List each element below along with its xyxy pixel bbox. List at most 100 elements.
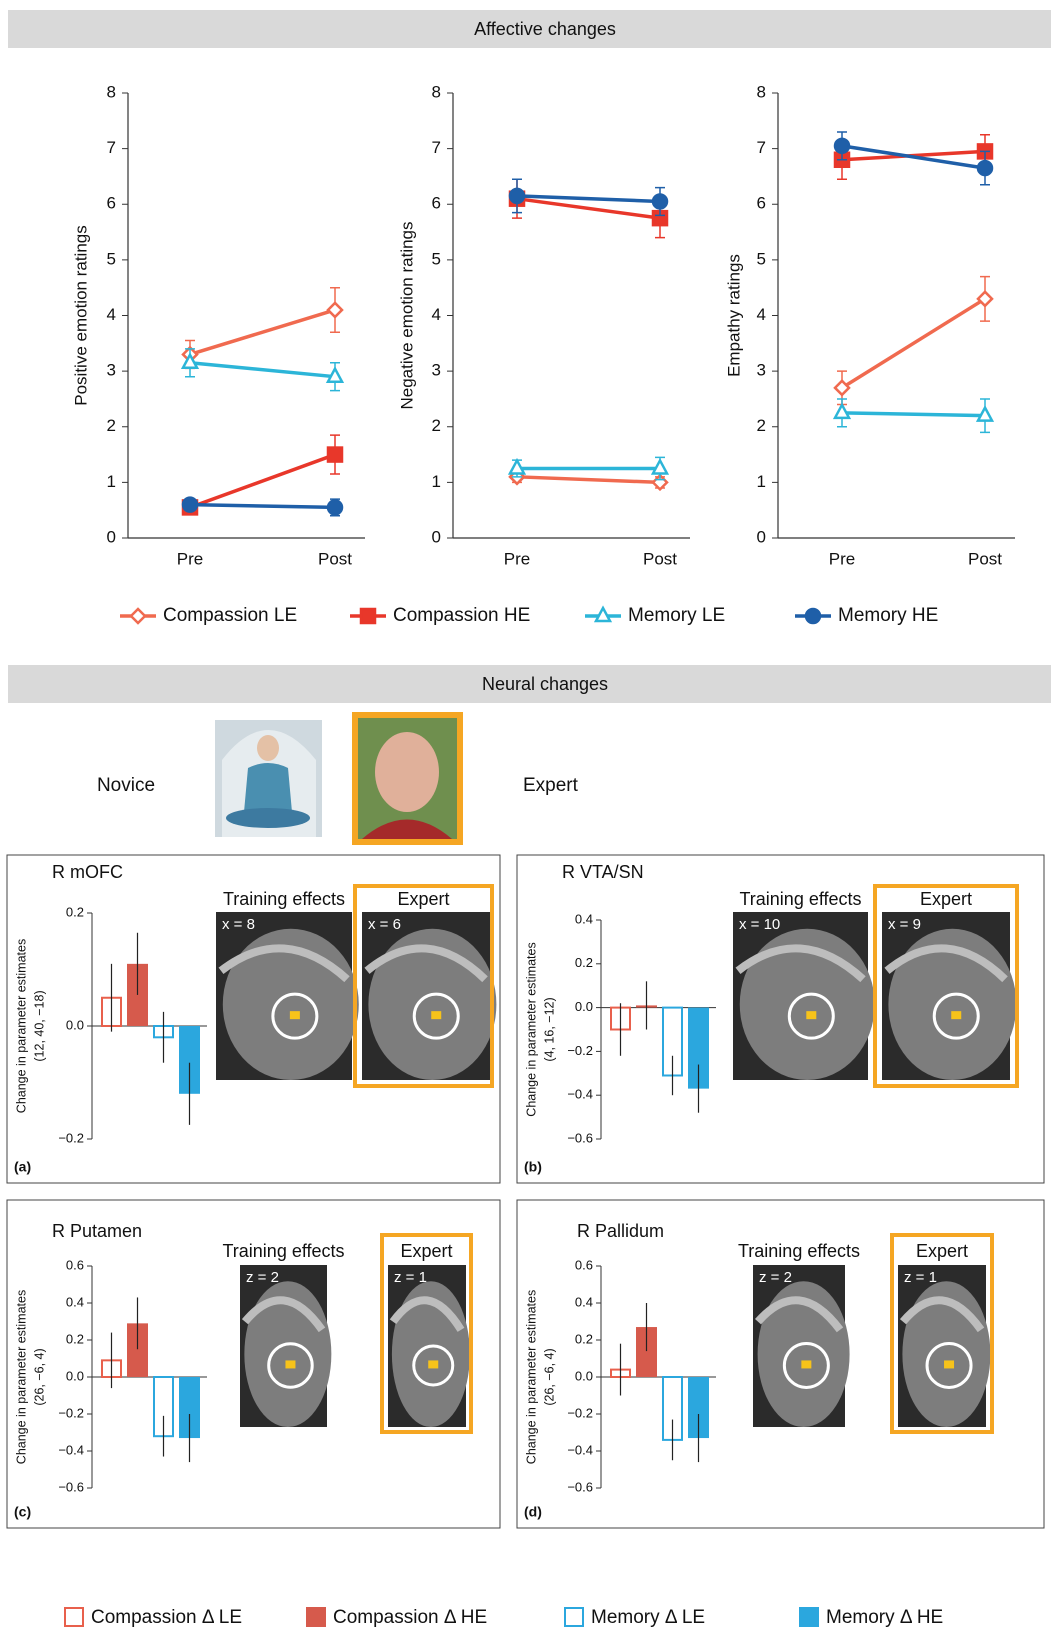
series-line [190, 455, 335, 508]
y-tick-label: 0.2 [575, 955, 593, 970]
y-tick-label: 4 [432, 305, 441, 324]
y-tick-label: −0.2 [58, 1130, 84, 1145]
y-tick-label: 4 [107, 305, 116, 324]
panel-title: R VTA/SN [562, 862, 644, 882]
marker [328, 369, 342, 382]
legend-label: Memory HE [838, 605, 938, 626]
marker [653, 194, 667, 208]
panel-letter: (c) [14, 1504, 31, 1520]
y-tick-label: 6 [107, 194, 116, 213]
section-title: Affective changes [474, 19, 616, 39]
legend-swatch [307, 1608, 325, 1626]
panel-title: R Putamen [52, 1221, 142, 1241]
panel-title: R Pallidum [577, 1221, 664, 1241]
y-tick-label: 0.2 [66, 904, 84, 919]
legend-swatch [800, 1608, 818, 1626]
y-tick-label: 3 [757, 361, 766, 380]
y-tick-label: −0.6 [567, 1130, 593, 1145]
y-tick-label: 0.6 [575, 1257, 593, 1272]
marker [835, 405, 849, 418]
series-line [190, 505, 335, 508]
y-tick-label: 4 [757, 305, 766, 324]
y-tick-label: 0 [107, 527, 116, 546]
y-tick-label: 8 [432, 82, 441, 101]
y-axis-label: Empathy ratings [724, 254, 743, 377]
image-title: Training effects [739, 889, 861, 909]
y-tick-label: 8 [107, 82, 116, 101]
y-axis-label: (26, −6, 4) [542, 1348, 556, 1405]
expert-photo [352, 712, 463, 845]
y-tick-label: 0.2 [575, 1331, 593, 1346]
slice-coordinate: x = 6 [368, 916, 401, 933]
y-tick-label: 2 [432, 416, 441, 435]
y-tick-label: 1 [107, 472, 116, 491]
y-tick-label: −0.2 [58, 1405, 84, 1420]
y-tick-label: −0.2 [567, 1405, 593, 1420]
image-title: Training effects [222, 1241, 344, 1261]
legend-swatch [65, 1608, 83, 1626]
slice-coordinate: x = 10 [739, 916, 780, 933]
y-axis-label: Positive emotion ratings [71, 225, 90, 405]
y-tick-label: −0.6 [58, 1479, 84, 1494]
image-title: Expert [916, 1241, 968, 1261]
y-tick-label: 6 [432, 194, 441, 213]
marker [328, 448, 342, 462]
panel-letter: (d) [524, 1504, 542, 1520]
y-tick-label: 0.4 [66, 1294, 84, 1309]
panel-title: R mOFC [52, 862, 123, 882]
activation [806, 1011, 816, 1019]
marker [328, 500, 342, 514]
x-tick-label: Pre [829, 549, 855, 568]
image-title: Training effects [223, 889, 345, 909]
marker [835, 139, 849, 153]
y-axis-label: (26, −6, 4) [32, 1348, 46, 1405]
y-tick-label: 0.2 [66, 1331, 84, 1346]
activation [944, 1360, 954, 1368]
y-tick-label: −0.2 [567, 1043, 593, 1058]
x-tick-label: Post [643, 549, 677, 568]
y-tick-label: 0.0 [575, 1368, 593, 1383]
y-tick-label: 6 [757, 194, 766, 213]
activation [290, 1011, 300, 1019]
panel-letter: (b) [524, 1159, 542, 1175]
y-tick-label: 0.0 [66, 1017, 84, 1032]
group-label: Expert [523, 775, 579, 796]
x-tick-label: Post [318, 549, 352, 568]
y-tick-label: −0.4 [567, 1087, 593, 1102]
series-line [190, 310, 335, 355]
image-title: Expert [397, 889, 449, 909]
y-tick-label: 2 [107, 416, 116, 435]
x-tick-label: Pre [177, 549, 203, 568]
legend-label: Compassion Δ HE [333, 1607, 487, 1628]
x-tick-label: Pre [504, 549, 530, 568]
legend-swatch [565, 1608, 583, 1626]
section-title: Neural changes [482, 674, 608, 694]
legend-label: Memory Δ LE [591, 1607, 705, 1628]
y-tick-label: −0.4 [567, 1442, 593, 1457]
y-tick-label: 5 [757, 249, 766, 268]
marker [328, 303, 342, 317]
marker [510, 460, 524, 473]
activation [801, 1360, 811, 1368]
y-axis-label: Change in parameter estimates [524, 942, 538, 1116]
activation [428, 1360, 438, 1368]
y-tick-label: 0.6 [66, 1257, 84, 1272]
y-tick-label: 5 [107, 249, 116, 268]
legend-label: Compassion LE [163, 605, 297, 626]
image-title: Expert [920, 889, 972, 909]
y-tick-label: 0 [432, 527, 441, 546]
y-axis-label: Negative emotion ratings [397, 221, 416, 409]
y-tick-label: −0.6 [567, 1479, 593, 1494]
marker [131, 609, 145, 623]
y-tick-label: 3 [107, 361, 116, 380]
marker [183, 498, 197, 512]
marker [596, 608, 610, 621]
group-label: Novice [97, 775, 155, 796]
y-tick-label: 7 [107, 138, 116, 157]
y-tick-label: 3 [432, 361, 441, 380]
marker [978, 408, 992, 421]
y-tick-label: 0.0 [575, 999, 593, 1014]
marker [978, 161, 992, 175]
y-tick-label: 7 [757, 138, 766, 157]
y-axis-label: Change in parameter estimates [524, 1290, 538, 1464]
